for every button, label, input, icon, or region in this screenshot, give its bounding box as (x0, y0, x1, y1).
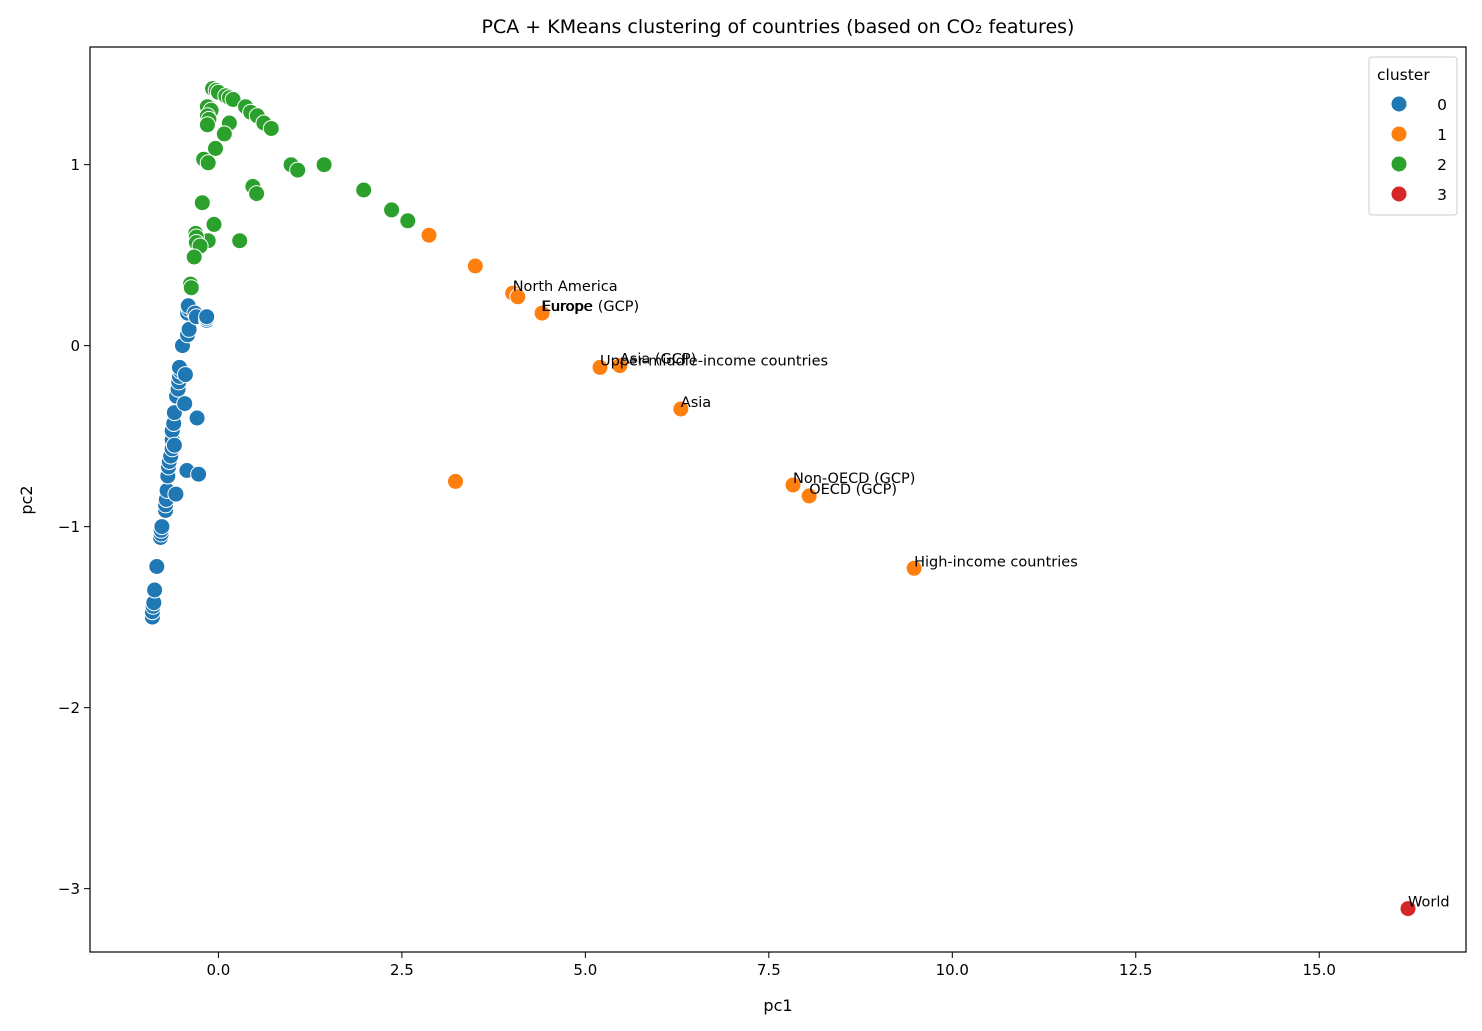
x-tick-label: 0.0 (206, 961, 230, 979)
legend-marker (1390, 185, 1408, 203)
scatter-point (1399, 900, 1417, 918)
point-annotation: World (1408, 895, 1450, 911)
scatter-point (198, 308, 216, 326)
scatter-point (215, 125, 233, 143)
point-annotation: Non-OECD (GCP) (793, 471, 915, 487)
y-tick-label: −1 (58, 518, 80, 536)
scatter-point (784, 476, 802, 494)
legend-title: cluster (1377, 66, 1430, 84)
scatter-point (182, 279, 200, 297)
scatter-point (533, 304, 551, 322)
scatter-point (167, 485, 185, 503)
scatter-point (672, 400, 690, 418)
scatter-point (176, 395, 194, 413)
x-tick-label: 15.0 (1303, 961, 1336, 979)
point-annotation: Asia (GCP) (620, 352, 696, 368)
y-tick-label: −2 (58, 699, 80, 717)
x-tick-label: 2.5 (390, 961, 414, 979)
scatter-point (383, 201, 401, 219)
scatter-point (190, 465, 208, 483)
scatter-point (231, 232, 249, 250)
x-tick-label: 7.5 (757, 961, 781, 979)
points-layer (143, 80, 1417, 918)
scatter-point (153, 518, 171, 536)
legend-entries: 0 1 2 3 (1390, 95, 1447, 204)
scatter-point (315, 156, 333, 174)
scatter-point (420, 226, 438, 244)
plot-area-frame (89, 46, 1467, 953)
scatter-point (447, 472, 464, 490)
chart-title: PCA + KMeans clustering of countries (ba… (482, 16, 1075, 38)
scatter-point (185, 248, 203, 266)
scatter-point (193, 194, 211, 212)
point-annotation: North America (513, 279, 618, 295)
legend-marker (1390, 125, 1408, 143)
y-axis-label: pc2 (17, 485, 36, 514)
scatter-point (466, 257, 484, 275)
legend-frame (1368, 56, 1458, 216)
legend: cluster 0 1 2 3 (1368, 56, 1458, 216)
legend-label: 2 (1437, 156, 1447, 174)
y-tick-label: 1 (70, 156, 80, 174)
point-annotation: High-income countries (914, 554, 1078, 570)
x-tick-label: 10.0 (936, 961, 969, 979)
point-annotation: OECD (GCP) (809, 482, 897, 498)
x-tick-label: 5.0 (573, 961, 597, 979)
scatter-point (355, 181, 373, 199)
x-axis-label: pc1 (763, 996, 792, 1015)
legend-label: 0 (1437, 96, 1447, 114)
scatter-point (248, 185, 266, 203)
point-annotation: Europe (541, 299, 592, 315)
legend-marker (1390, 95, 1408, 113)
y-tick-label: 0 (70, 337, 80, 355)
scatter-point (800, 487, 818, 505)
scatter-point (591, 358, 609, 376)
scatter-point (262, 120, 280, 137)
legend-label: 1 (1437, 126, 1447, 144)
x-tick-label: 12.5 (1119, 961, 1152, 979)
scatter-point (207, 139, 224, 157)
scatter-point (399, 212, 417, 230)
scatter-point (176, 366, 194, 384)
scatter-point (905, 559, 923, 577)
point-annotation: Europe (GCP) (542, 299, 639, 315)
scatter-point (199, 154, 217, 172)
scatter-point (611, 357, 629, 375)
scatter-point (509, 288, 527, 306)
scatter-point (198, 116, 216, 134)
scatter-point (148, 558, 166, 575)
scatter-point (205, 215, 223, 233)
x-axis-ticks: 0.0 2.5 5.0 7.5 10.0 12.5 15.0 (206, 952, 1336, 979)
point-annotation: Upper-middle-income countries (600, 353, 828, 369)
scatter-point (188, 409, 206, 427)
legend-label: 3 (1437, 186, 1447, 204)
y-tick-label: −3 (58, 880, 80, 898)
scatter-point (165, 436, 183, 454)
legend-marker (1390, 155, 1408, 173)
y-axis-ticks: 1 0 −1 −2 −3 (58, 156, 90, 898)
scatter-point (289, 161, 307, 179)
point-annotation: Asia (681, 395, 711, 411)
scatter-point (146, 581, 164, 599)
